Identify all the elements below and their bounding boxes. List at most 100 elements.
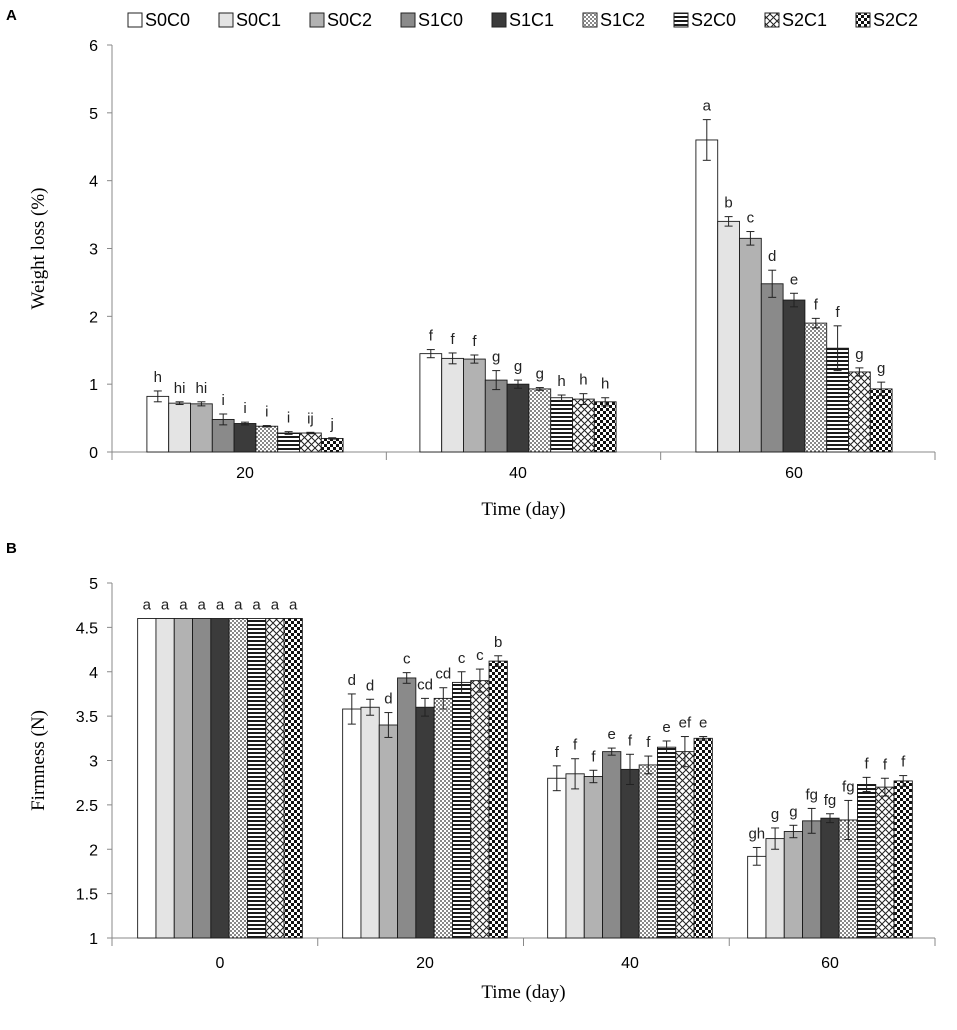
significance-letter: cd (435, 666, 451, 683)
significance-letter: g (492, 349, 500, 366)
x-tick-label-20: 20 (416, 955, 434, 972)
bar-s1c2-day-40 (528, 388, 552, 453)
significance-letter: c (747, 210, 755, 227)
bar-s2c1-day-40 (572, 398, 595, 453)
significance-letter: i (222, 392, 225, 409)
bar-s0c2-day-40 (583, 776, 603, 939)
y-tick-label: 5 (89, 106, 98, 123)
bar-s1c1-day-20 (415, 706, 435, 939)
bar-s0c0-day-40 (547, 777, 567, 939)
legend-swatch-s0c1 (218, 12, 234, 28)
bar-s2c2-day-20 (488, 660, 508, 939)
bar-s0c1-day-0 (155, 618, 175, 939)
bar-s1c0-day-0 (192, 618, 212, 939)
panel-label-b: B (6, 540, 17, 557)
significance-letter: fg (824, 792, 837, 809)
significance-letter: a (216, 597, 225, 614)
bar-s0c1-day-40 (565, 773, 585, 939)
bar-s1c1-day-60 (820, 817, 840, 939)
significance-letter: g (771, 806, 779, 823)
significance-letter: cd (417, 676, 433, 693)
bar-s1c1-day-60 (782, 299, 806, 453)
significance-letter: h (579, 372, 587, 389)
y-tick-label: 3 (89, 754, 98, 771)
significance-letter: i (287, 410, 290, 427)
bar-s2c0-day-40 (657, 746, 677, 939)
significance-letter: e (662, 719, 670, 736)
bar-s2c2-day-0 (283, 618, 303, 939)
x-tick-label-0: 0 (216, 955, 225, 972)
significance-letter: f (836, 304, 841, 321)
bar-s2c0-day-40 (550, 397, 573, 453)
significance-letter: g (536, 366, 544, 383)
legend-label-s1c0: S1C0 (418, 10, 463, 30)
bar-s2c2-day-60 (893, 780, 913, 939)
y-axis-title: Firmness (N) (28, 710, 49, 811)
x-tick-label-40: 40 (621, 955, 639, 972)
y-tick-label: 1.5 (76, 887, 98, 904)
significance-letter: a (252, 597, 261, 614)
y-tick-label: 4.5 (76, 620, 98, 637)
legend-swatch-s2c0 (673, 12, 689, 28)
bar-s1c2-day-20 (255, 425, 279, 453)
significance-letter: a (271, 597, 280, 614)
y-tick-label: 1 (89, 377, 98, 394)
bar-s0c0-day-60 (695, 139, 719, 453)
legend-swatch-s2c2 (855, 12, 871, 28)
significance-letter: f (646, 734, 651, 751)
significance-letter: a (703, 98, 712, 115)
bar-s1c2-day-20 (433, 697, 453, 939)
y-tick-label: 3.5 (76, 709, 98, 726)
significance-letter: f (429, 328, 434, 345)
bar-s2c2-day-40 (693, 737, 713, 939)
bar-s1c2-day-40 (638, 764, 658, 939)
legend-swatch-s0c0 (127, 12, 143, 28)
legend-label-s1c1: S1C1 (509, 10, 554, 30)
significance-letter: a (161, 597, 170, 614)
y-tick-label: 3 (89, 242, 98, 259)
bar-s0c2-day-20 (190, 403, 213, 453)
significance-letter: fg (842, 778, 855, 795)
significance-letter: c (403, 651, 411, 668)
bar-s1c0-day-40 (602, 751, 622, 939)
bar-s0c0-day-20 (342, 708, 362, 939)
bar-s0c1-day-60 (765, 838, 785, 939)
bar-s1c1-day-40 (620, 768, 640, 939)
legend-label-s0c0: S0C0 (145, 10, 190, 30)
significance-letter: g (855, 346, 863, 363)
x-tick-label-60: 60 (821, 955, 839, 972)
bar-s2c1-day-60 (848, 371, 871, 453)
x-axis-title: Time (day) (481, 982, 565, 1003)
bar-s0c1-day-20 (360, 706, 380, 939)
bar-s2c0-day-0 (246, 618, 267, 939)
panel-label-a: A (6, 7, 17, 24)
significance-letter: g (789, 803, 797, 820)
significance-letter: h (601, 376, 609, 393)
bar-s1c1-day-0 (210, 618, 230, 939)
bar-s0c2-day-60 (739, 237, 762, 453)
significance-letter: i (243, 400, 246, 417)
bar-s2c0-day-60 (857, 784, 877, 939)
significance-letter: c (458, 650, 466, 667)
bar-s0c2-day-0 (173, 618, 193, 939)
significance-letter: i (265, 404, 268, 421)
bar-s2c0-day-20 (277, 432, 300, 453)
bar-s0c0-day-60 (747, 855, 767, 939)
bar-s1c2-day-0 (228, 618, 248, 939)
significance-letter: f (591, 748, 596, 765)
significance-letter: e (699, 715, 707, 732)
bar-s1c0-day-60 (802, 820, 822, 939)
significance-letter: h (154, 369, 162, 386)
legend-swatch-s1c2 (582, 12, 598, 28)
significance-letter: f (865, 755, 870, 772)
significance-letter: e (790, 271, 798, 288)
significance-letter: fg (805, 786, 818, 803)
significance-letter: d (366, 677, 374, 694)
y-tick-label: 2 (89, 309, 98, 326)
legend-label-s2c0: S2C0 (691, 10, 736, 30)
significance-letter: hi (174, 380, 186, 397)
bar-s2c2-day-60 (869, 388, 893, 453)
bar-s1c0-day-40 (484, 379, 508, 453)
significance-letter: f (573, 737, 578, 754)
y-tick-label: 2.5 (76, 798, 98, 815)
